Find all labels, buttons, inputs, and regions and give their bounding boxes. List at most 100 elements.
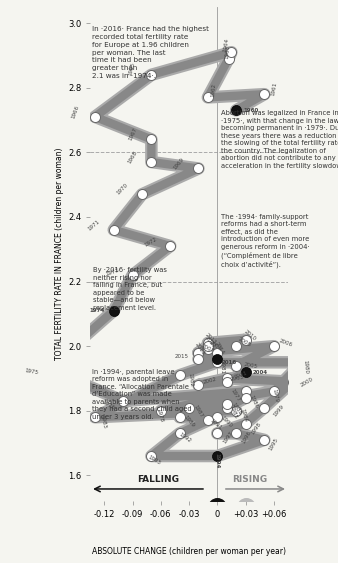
Text: 2006: 2006	[279, 338, 293, 348]
Text: 2004: 2004	[253, 369, 268, 374]
Point	[158, 406, 164, 415]
Text: 1960: 1960	[244, 108, 259, 113]
Text: 1996: 1996	[241, 430, 252, 445]
Text: The ·1994· family-support
reforms had a short-term
effect, as did the
introducti: The ·1994· family-support reforms had a …	[221, 214, 310, 269]
Text: 2008: 2008	[237, 337, 252, 348]
Text: 2012: 2012	[204, 336, 217, 349]
Point	[243, 419, 248, 428]
Point	[234, 406, 239, 415]
Point	[224, 403, 230, 412]
Point	[196, 355, 201, 364]
Text: In ·1994·, parental leave
reform was adopted in
France. “Allocation Parentale
d’: In ·1994·, parental leave reform was ado…	[92, 369, 192, 420]
Point	[120, 396, 126, 405]
Text: 1994: 1994	[215, 453, 220, 468]
Point	[290, 377, 295, 386]
Text: 2007: 2007	[200, 343, 215, 354]
Text: 1972: 1972	[143, 236, 158, 248]
Text: 1968: 1968	[127, 150, 138, 164]
Text: 1990: 1990	[219, 415, 233, 428]
Text: 2015: 2015	[175, 354, 189, 359]
Text: 2001: 2001	[233, 370, 248, 380]
Text: RISING: RISING	[232, 475, 267, 484]
Text: 2009: 2009	[208, 339, 222, 351]
Text: 1986: 1986	[248, 395, 259, 409]
Point	[215, 452, 220, 461]
Text: 2014: 2014	[214, 341, 225, 356]
Text: 1992: 1992	[178, 432, 192, 444]
Text: 1964: 1964	[222, 38, 230, 52]
Point	[226, 54, 231, 63]
Point	[215, 348, 220, 357]
Text: 1995: 1995	[268, 437, 280, 452]
Text: 1982: 1982	[187, 372, 193, 387]
Point	[243, 502, 248, 511]
Text: FALLING: FALLING	[137, 475, 179, 484]
Point	[130, 271, 135, 280]
Point	[215, 429, 220, 438]
Point	[196, 164, 201, 173]
Point	[243, 368, 248, 377]
Text: 1987: 1987	[193, 404, 204, 419]
Text: 1974: 1974	[89, 308, 104, 313]
Point	[234, 361, 239, 370]
Point	[243, 387, 248, 396]
Point	[149, 158, 154, 167]
Text: In ·2016· France had the highest
recorded total fertility rate
for Europe at 1.9: In ·2016· France had the highest recorde…	[92, 26, 209, 79]
Point	[229, 48, 234, 57]
Text: 1973: 1973	[105, 267, 120, 276]
Point	[45, 364, 51, 373]
Point	[196, 381, 201, 390]
Text: 1976: 1976	[101, 400, 116, 411]
Point	[139, 190, 145, 199]
Point	[262, 403, 267, 412]
Point	[111, 306, 117, 315]
Point	[299, 358, 305, 367]
Point	[149, 135, 154, 144]
Point	[224, 374, 230, 383]
Point	[177, 429, 182, 438]
Text: By ·2016· fertility was
neither rising nor
falling in France, but
appeared to be: By ·2016· fertility was neither rising n…	[93, 267, 167, 311]
Y-axis label: TOTAL FERTILITY RATE IN FRANCE (children per woman): TOTAL FERTILITY RATE IN FRANCE (children…	[55, 148, 64, 360]
Text: 1989: 1989	[183, 414, 195, 428]
Text: 1961: 1961	[270, 81, 277, 96]
Point	[224, 400, 230, 409]
Text: 1971: 1971	[87, 219, 101, 232]
Text: 1966: 1966	[70, 105, 80, 119]
Text: 1997: 1997	[222, 431, 234, 445]
Point	[243, 335, 248, 344]
Point	[149, 452, 154, 461]
Point	[111, 225, 117, 234]
Text: 2000: 2000	[300, 376, 315, 387]
Text: 1978: 1978	[155, 408, 164, 422]
Point	[205, 338, 211, 347]
Point	[224, 377, 230, 386]
Point	[271, 342, 276, 351]
Text: 1967: 1967	[128, 127, 138, 142]
Text: 2013: 2013	[194, 342, 206, 356]
Text: 1998: 1998	[250, 421, 262, 435]
Text: 1991: 1991	[209, 418, 223, 431]
Point	[168, 242, 173, 251]
Point	[215, 358, 220, 367]
Point	[243, 394, 248, 403]
Point	[262, 435, 267, 444]
Text: 1988: 1988	[231, 401, 243, 415]
Point	[205, 93, 211, 102]
Point	[205, 416, 211, 425]
Point	[215, 413, 220, 422]
Text: 2011: 2011	[204, 332, 218, 346]
Point	[177, 413, 182, 422]
Text: 2003: 2003	[230, 374, 244, 382]
Text: 1969: 1969	[172, 157, 185, 170]
Text: 1975: 1975	[24, 368, 39, 376]
Point	[271, 387, 276, 396]
Point	[186, 403, 192, 412]
Point	[215, 502, 220, 511]
Point	[234, 429, 239, 438]
X-axis label: ABSOLUTE CHANGE (children per woman per year): ABSOLUTE CHANGE (children per woman per …	[92, 547, 286, 556]
Text: 1962: 1962	[211, 83, 217, 97]
Text: 1984: 1984	[239, 408, 247, 422]
Text: 1980: 1980	[303, 359, 309, 374]
Text: 2010: 2010	[243, 329, 257, 342]
Point	[92, 112, 98, 121]
